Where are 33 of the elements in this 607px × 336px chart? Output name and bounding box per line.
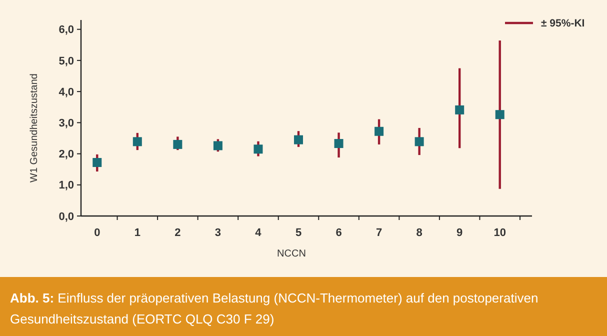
- x-axis-title: NCCN: [277, 248, 306, 260]
- x-tick-label: 2: [174, 226, 181, 239]
- point: [173, 140, 182, 149]
- point: [254, 144, 263, 154]
- y-tick-label: 6,0: [58, 24, 74, 36]
- x-tick-label: 0: [94, 226, 100, 239]
- caption: Abb. 5: Einfluss der präoperativen Belastung (NCCN-Thermometer) auf den postoperativen Gesundheitszustand (EORTC QLQ C30 F 29): [10, 290, 538, 327]
- x-tick-label: 3: [214, 226, 222, 239]
- point: [414, 137, 424, 146]
- point: [495, 110, 504, 120]
- y-tick-label: 0,0: [58, 210, 74, 223]
- point: [455, 105, 464, 114]
- x-tick-label: 4: [255, 226, 262, 239]
- point: [294, 135, 303, 144]
- y-tick-label: 3,0: [58, 118, 74, 130]
- y-axis-title: W1 Gesundheitszustand: [29, 74, 40, 182]
- text: ± 95%-KI: [541, 18, 585, 30]
- x-tick-label: 6: [336, 226, 342, 239]
- x-tick-label: 9: [456, 226, 463, 239]
- point: [213, 141, 222, 150]
- point: [132, 137, 142, 146]
- point: [92, 158, 102, 167]
- x-tick-label: 5: [295, 226, 302, 239]
- y-tick-label: 1,0: [58, 180, 74, 192]
- x-tick-label: 10: [494, 226, 506, 239]
- point: [334, 139, 344, 148]
- point: [374, 126, 384, 136]
- x-tick-label: 1: [134, 226, 140, 239]
- y-tick-label: 5,0: [58, 55, 74, 68]
- y-tick-label: 2,0: [58, 148, 74, 161]
- y-tick-label: 4,0: [58, 86, 74, 98]
- x-tick-label: 8: [416, 226, 422, 239]
- x-tick-label: 7: [376, 226, 382, 239]
